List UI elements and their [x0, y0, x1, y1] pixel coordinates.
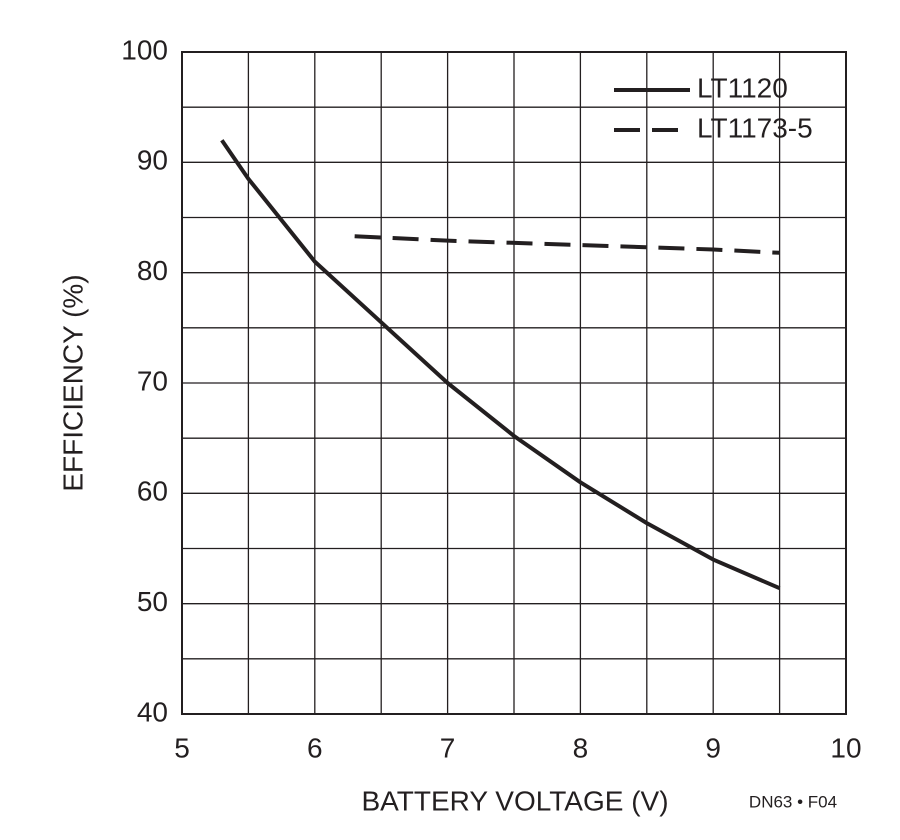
x-tick-label: 9 — [705, 732, 721, 763]
plot-frame — [181, 51, 847, 715]
x-tick-label: 6 — [307, 732, 323, 763]
y-tick-label: 40 — [137, 696, 168, 727]
data-line — [220, 139, 781, 591]
y-tick-label: 100 — [121, 34, 168, 65]
data-line — [354, 234, 780, 255]
y-tick-label: 90 — [137, 145, 168, 176]
x-tick-label: 8 — [573, 732, 589, 763]
y-tick-label: 60 — [137, 476, 168, 507]
footnote: DN63 • F04 — [749, 792, 837, 811]
y-tick-label: 70 — [137, 365, 168, 396]
x-tick-label: 5 — [174, 732, 190, 763]
legend-label: LT1173-5 — [697, 112, 813, 143]
legend-label: LT1120 — [697, 72, 788, 103]
x-tick-label: 10 — [830, 732, 861, 763]
x-axis-label: BATTERY VOLTAGE (V) — [361, 785, 668, 816]
y-axis-label: EFFICIENCY (%) — [57, 274, 88, 491]
x-tick-label: 7 — [440, 732, 456, 763]
y-tick-label: 80 — [137, 255, 168, 286]
y-tick-label: 50 — [137, 586, 168, 617]
